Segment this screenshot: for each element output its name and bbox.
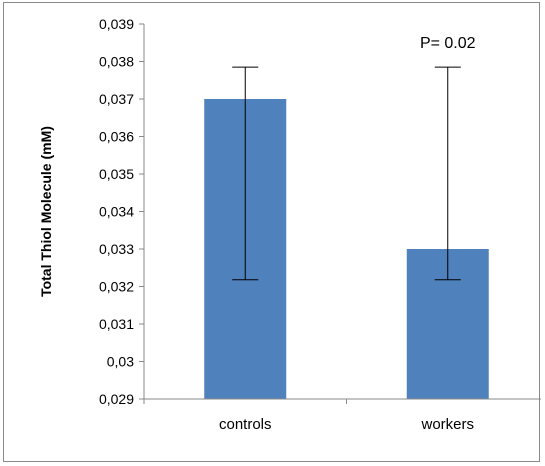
y-tick-label: 0,034 — [99, 204, 134, 220]
y-tick-label: 0,037 — [99, 91, 134, 107]
y-axis-title: Total Thiol Molecule (mM) — [38, 126, 54, 297]
y-tick-label: 0,029 — [99, 391, 134, 407]
error-bar-workers — [434, 66, 461, 281]
error-bar-controls — [232, 66, 259, 281]
y-axis-ticks: 0,029 0,03 0,031 0,032 0,033 0,034 0,035 0,036 0… — [99, 16, 144, 407]
bars — [204, 99, 489, 399]
bar-chart: 0,029 0,03 0,031 0,032 0,033 0,034 0,035 0,036 0… — [38, 16, 541, 433]
x-label-controls: controls — [219, 416, 272, 433]
y-tick-label: 0,038 — [99, 54, 134, 70]
x-axis-ticks — [143, 399, 347, 404]
y-tick-label: 0,039 — [99, 16, 134, 32]
chart-frame: 0,029 0,03 0,031 0,032 0,033 0,034 0,035 0,036 0… — [3, 2, 541, 462]
x-label-workers: workers — [420, 416, 474, 433]
y-tick-label: 0,031 — [99, 316, 134, 332]
x-axis-labels: controls workers — [219, 416, 474, 433]
p-value-annotation: P= 0.02 — [420, 35, 476, 52]
y-tick-label: 0,032 — [99, 279, 134, 295]
y-tick-label: 0,036 — [99, 129, 134, 145]
y-tick-label: 0,033 — [99, 241, 134, 257]
y-tick-label: 0,035 — [99, 166, 134, 182]
y-tick-label: 0,03 — [107, 354, 134, 370]
error-bars — [232, 66, 461, 281]
